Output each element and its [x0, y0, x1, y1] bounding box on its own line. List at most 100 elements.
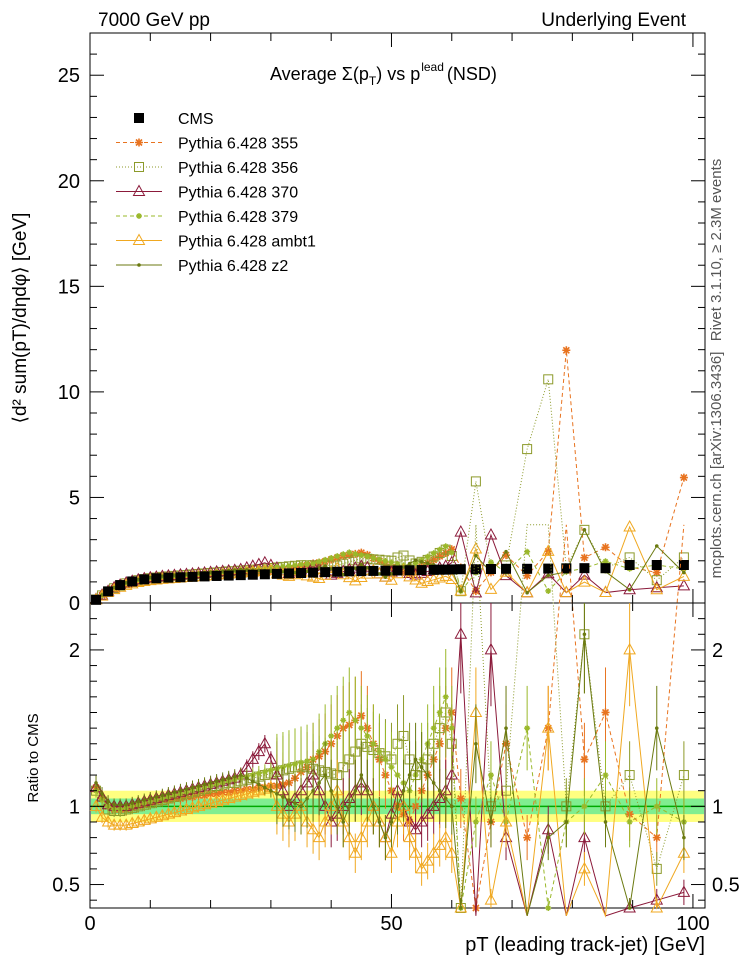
ratio-point-z2 [263, 785, 267, 790]
ratio-point-ambt1 [421, 854, 434, 866]
cms-data-point [678, 560, 689, 570]
ratio-point-p370 [677, 885, 691, 897]
ratio-point-z2 [389, 820, 394, 824]
cms-data-point [522, 563, 533, 574]
ratio-point-z2 [244, 776, 249, 780]
main-point-z2 [401, 565, 406, 569]
ratio-point-p379 [442, 693, 449, 700]
ratio-point-ambt1 [578, 861, 591, 874]
cms-data-point [211, 570, 222, 581]
main-point-z2 [329, 567, 333, 571]
ratio-point-z2 [154, 795, 159, 799]
main-point-z2 [148, 575, 153, 580]
ratio-point-p379 [653, 803, 660, 810]
ratio-point-z2 [413, 757, 418, 762]
main-point-p370 [677, 578, 691, 591]
ratio-point-z2 [383, 835, 388, 840]
ratio-point-p355 [456, 794, 465, 803]
main-point-z2 [459, 589, 463, 593]
ratio-point-z2 [232, 774, 237, 779]
cms-data-point [392, 565, 403, 576]
ratio-point-ambt1 [89, 799, 103, 811]
main-point-z2 [582, 528, 587, 532]
main-point-p355 [381, 560, 390, 569]
legend-label-p356: Pythia 6.428 356 [178, 160, 298, 177]
ratio-point-ambt1 [499, 814, 513, 827]
ratio-point-z2 [220, 777, 225, 782]
ratio-tick-label-right: 2 [712, 640, 723, 662]
x-tick-label: 100 [676, 913, 709, 935]
main-point-ambt1 [354, 570, 368, 582]
main-point-p355 [399, 567, 408, 576]
main-point-z2 [627, 587, 632, 592]
ratio-point-ambt1 [427, 846, 441, 858]
ratio-point-p379 [340, 717, 347, 724]
cms-data-point [320, 567, 331, 578]
main-point-z2 [232, 568, 237, 572]
ratio-point-ambt1 [541, 721, 555, 733]
main-point-z2 [407, 561, 412, 566]
main-point-p379 [322, 556, 329, 563]
main-point-p379 [524, 548, 531, 555]
cms-data-point [163, 572, 174, 583]
ratio-point-z2 [317, 781, 321, 785]
cms-data-point [259, 569, 270, 580]
main-point-z2 [208, 570, 213, 574]
y-tick-label: 0 [69, 593, 80, 615]
main-point-p379 [424, 553, 431, 560]
ratio-point-z2 [250, 779, 255, 784]
main-point-p379 [334, 553, 341, 560]
ratio-point-p355 [523, 833, 532, 842]
main-point-ambt1 [578, 575, 591, 587]
main-point-p370 [578, 568, 591, 580]
cms-data-point [139, 574, 150, 585]
main-point-p355 [429, 555, 438, 564]
main-point-z2 [317, 565, 321, 570]
cms-data-point [103, 586, 114, 597]
ratio-point-p356 [624, 770, 635, 781]
ratio-point-z2 [112, 802, 116, 807]
main-point-ambt1 [348, 573, 362, 586]
ratio-point-p379 [304, 757, 311, 764]
main-point-z2 [377, 572, 382, 576]
ratio-point-p379 [298, 759, 305, 766]
ratio-point-p356 [678, 770, 689, 781]
ratio-tick-label-left: 2 [69, 640, 80, 662]
ratio-point-p379 [292, 761, 298, 768]
ratio-point-z2 [94, 781, 98, 785]
main-point-ambt1 [677, 569, 691, 581]
ratio-point-p379 [524, 725, 531, 732]
main-point-z2 [389, 571, 394, 576]
ratio-point-z2 [459, 906, 463, 910]
ratio-point-z2 [226, 776, 231, 780]
ratio-point-p355 [580, 755, 589, 764]
main-point-ambt1 [559, 585, 573, 598]
ratio-point-z2 [341, 820, 346, 824]
main-point-p355 [601, 543, 610, 552]
ratio-point-z2 [335, 804, 340, 809]
y-tick-label: 15 [58, 276, 80, 298]
cms-data-point [187, 571, 198, 582]
cms-data-point [344, 566, 355, 577]
ratio-point-p356 [398, 730, 409, 741]
legend-marker-p355 [135, 138, 143, 147]
ratio-point-p379 [394, 772, 401, 779]
ratio-point-z2 [682, 835, 686, 840]
ratio-point-p355 [212, 789, 221, 798]
main-point-z2 [682, 570, 686, 575]
main-point-p379 [370, 555, 377, 562]
ratio-tick-label-right: 1 [712, 796, 723, 818]
main-point-z2 [160, 574, 165, 578]
ratio-point-z2 [106, 799, 110, 804]
ratio-point-p379 [388, 764, 395, 771]
main-point-ambt1 [409, 572, 422, 585]
ratio-tick-label-left: 1 [69, 796, 80, 818]
header-right: Underlying Event [541, 10, 686, 31]
mcplots-label: mcplots.cern.ch [arXiv:1306.3436] [708, 352, 725, 579]
main-point-ambt1 [403, 569, 416, 582]
ratio-point-z2 [323, 773, 327, 777]
main-point-p355 [411, 566, 420, 575]
main-point-z2 [112, 585, 116, 590]
cms-data-point [600, 563, 611, 574]
ratio-point-p356 [501, 785, 512, 796]
